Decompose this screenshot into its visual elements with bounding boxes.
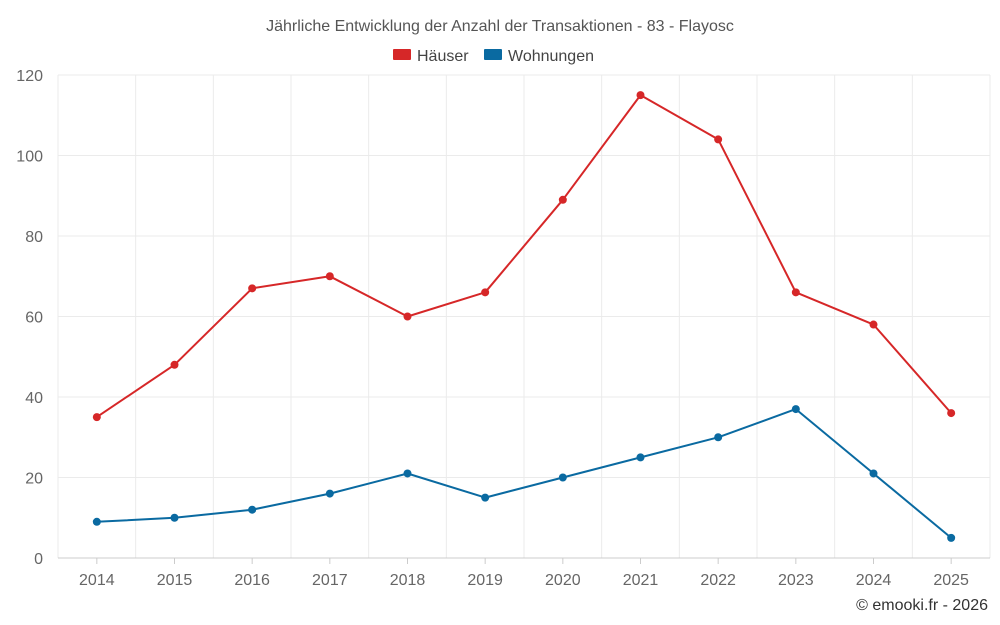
data-point-wohnungen[interactable] [403, 469, 412, 478]
x-tick-label: 2019 [467, 572, 503, 589]
y-tick-label: 60 [25, 310, 43, 327]
x-tick-label: 2021 [623, 572, 659, 589]
x-tick-label: 2024 [856, 572, 892, 589]
data-point-hauser[interactable] [791, 288, 800, 297]
y-axis: 0 20 40 60 80 100 120 [16, 68, 43, 568]
legend-swatch-wohnungen [484, 49, 502, 60]
legend-label-hauser: Häuser [417, 48, 469, 65]
data-point-wohnungen[interactable] [636, 453, 645, 462]
credit-text: © emooki.fr - 2026 [856, 597, 988, 614]
x-tick-label: 2017 [312, 572, 348, 589]
x-tick-label: 2018 [390, 572, 426, 589]
data-point-hauser[interactable] [325, 272, 334, 281]
y-tick-label: 120 [16, 68, 43, 85]
data-point-wohnungen[interactable] [481, 493, 490, 502]
data-point-wohnungen[interactable] [791, 405, 800, 414]
series-line-hauser [96, 94, 952, 418]
data-point-hauser[interactable] [403, 312, 412, 321]
data-point-hauser[interactable] [714, 135, 723, 144]
data-point-wohnungen[interactable] [947, 533, 956, 542]
data-point-wohnungen[interactable] [558, 473, 567, 482]
x-axis: 2014 2015 2016 2017 2018 2019 2020 2021 2022 2023… [58, 557, 990, 589]
data-point-wohnungen[interactable] [714, 433, 723, 442]
series-line-wohnungen [96, 408, 952, 539]
legend-label-wohnungen: Wohnungen [508, 48, 594, 65]
data-point-hauser[interactable] [248, 284, 257, 293]
data-point-wohnungen[interactable] [248, 505, 257, 514]
data-point-hauser[interactable] [947, 409, 956, 418]
data-point-wohnungen[interactable] [170, 513, 179, 522]
series-layer [92, 91, 956, 542]
data-point-hauser[interactable] [170, 360, 179, 369]
y-tick-label: 40 [25, 390, 43, 407]
gridlines [57, 74, 991, 559]
data-point-hauser[interactable] [636, 91, 645, 100]
y-tick-label: 20 [25, 471, 43, 488]
x-tick-label: 2014 [79, 572, 115, 589]
y-tick-label: 100 [16, 149, 43, 166]
data-point-hauser[interactable] [92, 413, 101, 422]
y-tick-label: 0 [34, 551, 43, 568]
data-point-wohnungen[interactable] [325, 489, 334, 498]
x-tick-label: 2016 [234, 572, 270, 589]
x-tick-label: 2025 [933, 572, 969, 589]
series-wohnungen [92, 405, 956, 542]
data-point-hauser[interactable] [558, 195, 567, 204]
x-tick-label: 2022 [700, 572, 736, 589]
y-tick-label: 80 [25, 229, 43, 246]
x-tick-label: 2015 [157, 572, 193, 589]
data-point-wohnungen[interactable] [92, 517, 101, 526]
legend: Häuser Wohnungen [393, 48, 594, 65]
data-point-hauser[interactable] [869, 320, 878, 329]
series-hauser [92, 91, 956, 422]
x-tick-label: 2020 [545, 572, 581, 589]
x-tick-label: 2023 [778, 572, 814, 589]
data-point-hauser[interactable] [481, 288, 490, 297]
legend-swatch-hauser [393, 49, 411, 60]
chart-title: Jährliche Entwicklung der Anzahl der Tra… [266, 18, 734, 35]
data-point-wohnungen[interactable] [869, 469, 878, 478]
